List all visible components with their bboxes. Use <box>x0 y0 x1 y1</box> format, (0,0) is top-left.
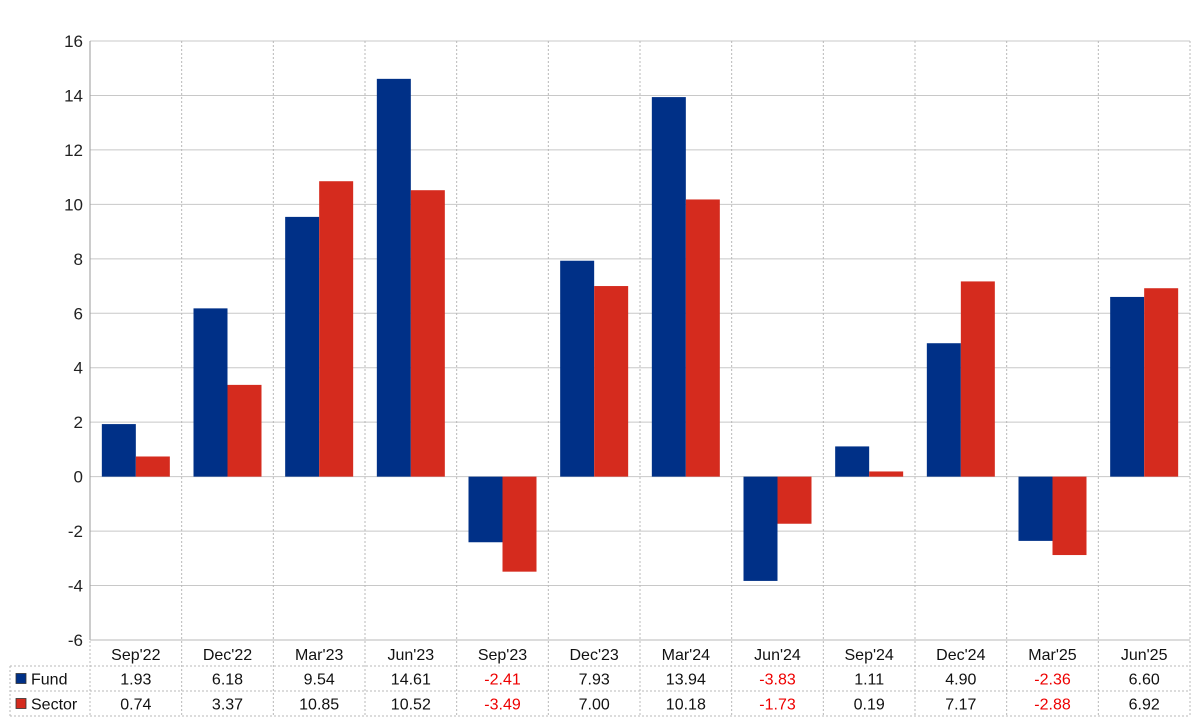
y-tick-label: 8 <box>74 250 83 269</box>
table-cell-sector: 6.92 <box>1129 697 1160 714</box>
bar-sector <box>594 286 629 477</box>
bar-sector <box>685 199 720 477</box>
x-tick-label: Dec'22 <box>203 647 252 664</box>
bar-sector <box>1144 288 1179 477</box>
y-tick-label: 2 <box>74 413 83 432</box>
bar-fund <box>1110 296 1145 477</box>
table-cell-sector: 10.18 <box>666 697 706 714</box>
table-cell-sector: 0.19 <box>854 697 885 714</box>
bar-sector <box>1052 476 1087 556</box>
bar-fund <box>468 476 503 543</box>
bar-fund <box>285 216 320 477</box>
y-tick-label: 6 <box>74 304 83 323</box>
y-tick-label: 16 <box>64 32 83 51</box>
bar-sector <box>960 281 995 477</box>
bar-fund <box>376 78 411 477</box>
y-tick-label: 10 <box>64 195 83 214</box>
bar-sector <box>502 476 537 572</box>
table-cell-sector: 3.37 <box>212 697 243 714</box>
x-tick-label: Dec'24 <box>936 647 985 664</box>
table-cell-sector: -3.49 <box>484 697 521 714</box>
table-cell-fund: 14.61 <box>391 672 431 689</box>
bar-fund <box>835 446 870 477</box>
x-tick-label: Sep'23 <box>478 647 527 664</box>
bar-fund <box>193 308 228 477</box>
y-axis: -6 -4 -2 0 2 4 6 8 10 12 14 16 <box>64 32 91 650</box>
grid-lines <box>89 40 1191 716</box>
table-cell-fund: 13.94 <box>666 672 706 689</box>
x-tick-label: Jun'25 <box>1121 647 1168 664</box>
table-cell-sector: -1.73 <box>759 697 796 714</box>
legend-label-fund: Fund <box>31 672 67 689</box>
table-cell-fund: 6.60 <box>1129 672 1160 689</box>
bar-fund <box>743 476 778 581</box>
table-cell-sector: 7.00 <box>579 697 610 714</box>
legend-swatch-sector <box>15 698 27 709</box>
x-tick-label: Mar'25 <box>1028 647 1077 664</box>
x-tick-label: Mar'24 <box>662 647 711 664</box>
table-cell-fund: 9.54 <box>304 672 335 689</box>
bar-fund <box>651 97 686 477</box>
bar-fund <box>101 424 136 477</box>
bars <box>101 78 1179 581</box>
table-cell-sector: 10.85 <box>299 697 339 714</box>
y-tick-label: -2 <box>68 522 83 541</box>
x-tick-label: Sep'22 <box>111 647 160 664</box>
data-table: Sep'22 Dec'22 Mar'23 Jun'23 Sep'23 Dec'23 Mar'… <box>9 639 1190 717</box>
y-tick-label: 12 <box>64 141 83 160</box>
bar-sector <box>319 181 354 477</box>
table-cell-sector: -2.88 <box>1034 697 1071 714</box>
bar-sector <box>410 190 445 477</box>
bar-fund <box>560 260 595 477</box>
y-tick-label: -4 <box>68 577 83 596</box>
bar-fund <box>1018 476 1053 541</box>
table-cell-sector: 7.17 <box>945 697 976 714</box>
table-cell-fund: 1.93 <box>120 672 151 689</box>
table-cell-fund: 4.90 <box>945 672 976 689</box>
y-tick-label: 4 <box>74 359 83 378</box>
bar-sector <box>135 456 170 477</box>
bar-sector <box>227 384 262 477</box>
y-tick-label: 0 <box>74 468 83 487</box>
table-cell-sector: 0.74 <box>120 697 151 714</box>
table-cell-fund: 1.11 <box>854 672 884 689</box>
x-tick-label: Sep'24 <box>845 647 894 664</box>
x-tick-label: Jun'24 <box>754 647 801 664</box>
bar-fund <box>926 343 961 477</box>
table-cell-sector: 10.52 <box>391 697 431 714</box>
x-tick-label: Mar'23 <box>295 647 344 664</box>
table-cell-fund: -2.41 <box>484 672 521 689</box>
table-cell-fund: 6.18 <box>212 672 243 689</box>
y-tick-label: 14 <box>64 86 83 105</box>
legend-swatch-fund <box>15 673 27 684</box>
bar-sector <box>869 471 904 477</box>
x-tick-label: Dec'23 <box>570 647 619 664</box>
table-cell-fund: 7.93 <box>579 672 610 689</box>
table-cell-fund: -2.36 <box>1034 672 1071 689</box>
x-tick-label: Jun'23 <box>388 647 435 664</box>
bar-sector <box>777 476 812 524</box>
y-tick-label: -6 <box>68 631 83 650</box>
table-cell-fund: -3.83 <box>759 672 796 689</box>
legend-label-sector: Sector <box>31 697 78 714</box>
